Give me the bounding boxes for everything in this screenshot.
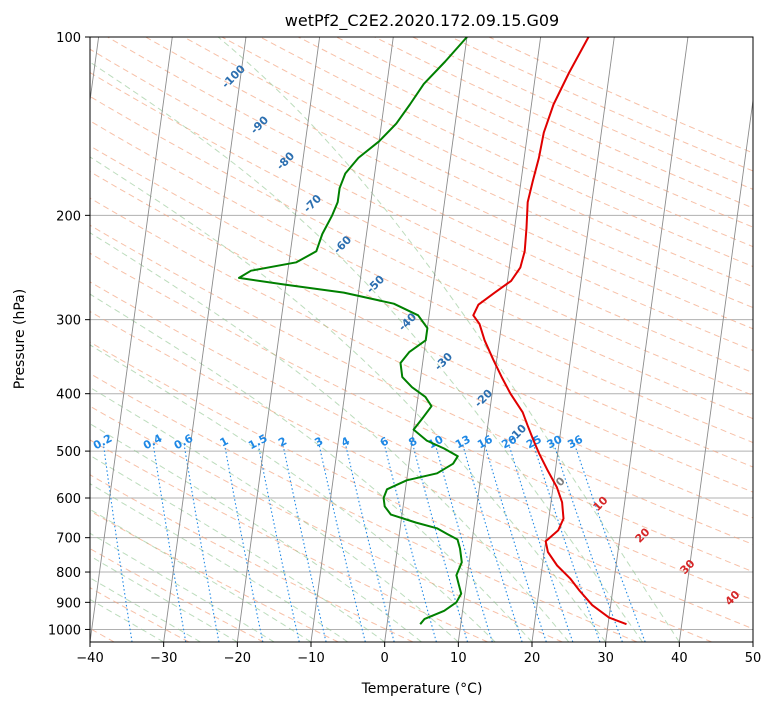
dry-adiabat-line xyxy=(90,310,753,630)
moist-adiabat-line xyxy=(90,483,349,642)
isotherm-line xyxy=(605,37,689,642)
moist-adiabat-line xyxy=(90,386,459,642)
mixing-ratio-label: 30 xyxy=(545,433,565,452)
y-tick-label: 200 xyxy=(56,209,81,224)
y-tick-label: 800 xyxy=(56,566,81,581)
dry-adiabat-line xyxy=(90,95,753,420)
mixing-ratio-label: 20 xyxy=(499,433,519,452)
dry-adiabat-line xyxy=(90,224,753,545)
moist-adiabat-line xyxy=(90,555,238,642)
x-tick-label: 30 xyxy=(597,651,614,666)
mixing-ratio-label: 13 xyxy=(453,433,473,452)
moist-adiabat-line xyxy=(217,37,680,642)
dry-adiabat-line xyxy=(90,281,753,601)
isotherm-line xyxy=(163,37,247,642)
moist-adiabat-line xyxy=(90,423,422,642)
mixing-ratio-label: 36 xyxy=(565,433,585,452)
dry-adiabat-line xyxy=(90,510,339,642)
mixing-ratio-line xyxy=(384,445,437,642)
x-tick-label: 40 xyxy=(671,651,688,666)
mixing-ratio-line xyxy=(533,445,601,642)
mixing-ratio-line xyxy=(103,445,133,642)
mixing-ratio-line xyxy=(462,445,523,642)
x-tick-label: 50 xyxy=(745,651,762,666)
mixing-ratio-line xyxy=(435,445,493,642)
dry-adiabat-line xyxy=(90,373,638,642)
mixing-ratio-line xyxy=(553,445,623,642)
x-tick-label: 0 xyxy=(381,651,389,666)
x-axis: −40 −30 −20 −10 0 10 20 30 40 50 xyxy=(76,642,761,666)
moist-adiabat-line xyxy=(90,293,533,642)
y-tick-label: 100 xyxy=(56,31,81,46)
y-tick-label: 400 xyxy=(56,388,81,403)
moist-adiabat-line xyxy=(90,61,643,642)
isotherm-line xyxy=(457,37,542,642)
dry-adiabat-line xyxy=(90,197,753,519)
y-tick-label: 500 xyxy=(56,445,81,460)
dry-adiabat-line xyxy=(107,37,753,352)
y-tick-label: 300 xyxy=(56,314,81,329)
mixing-ratio-line xyxy=(224,445,264,642)
y-axis: 100 200 300 400 500 600 700 800 900 1000 xyxy=(48,31,90,638)
isotherm-line xyxy=(310,37,394,642)
dry-adiabat-line xyxy=(90,405,563,642)
mixing-ratio-line xyxy=(183,445,220,642)
plot-frame xyxy=(89,36,754,643)
y-axis-label: Pressure (hPa) xyxy=(12,289,28,389)
moist-adiabat-line xyxy=(90,598,164,642)
isotherm-line xyxy=(236,37,321,642)
x-tick-label: −10 xyxy=(297,651,324,666)
sounding-profiles xyxy=(238,37,627,626)
chart-title: wetPf2_C2E2.2020.172.09.15.G09 xyxy=(285,11,559,31)
x-axis-label: Temperature (°C) xyxy=(361,681,483,697)
mixing-ratio-line xyxy=(152,445,187,642)
x-tick-label: −20 xyxy=(224,651,251,666)
mixing-ratio-line xyxy=(318,445,366,642)
temperature-profile-line xyxy=(472,37,627,626)
moist-adiabat-line xyxy=(90,344,496,642)
dewpoint-profile-line xyxy=(238,37,468,625)
moist-adiabat-line xyxy=(90,156,607,642)
dry-adiabat-line xyxy=(221,37,753,288)
dry-adiabat-line xyxy=(90,171,753,493)
y-tick-label: 900 xyxy=(56,596,81,611)
mixing-ratio-label: 16 xyxy=(475,433,495,452)
x-tick-label: −40 xyxy=(76,651,103,666)
isotherm-line xyxy=(90,37,173,642)
mixing-ratio-line xyxy=(282,445,327,642)
moist-adiabat-line xyxy=(90,232,570,642)
moist-adiabat-line xyxy=(90,454,385,642)
dry-adiabat-line xyxy=(90,439,488,642)
moist-adiabat-line xyxy=(90,577,201,642)
x-tick-label: 20 xyxy=(524,651,541,666)
isotherm-line xyxy=(678,97,753,642)
dry-adiabat-line xyxy=(145,37,753,330)
mixing-ratio-line xyxy=(574,445,646,642)
mixing-ratio-line xyxy=(412,445,469,642)
y-tick-label: 700 xyxy=(56,532,81,547)
dry-adiabat-line xyxy=(90,341,712,642)
x-tick-label: −30 xyxy=(150,651,177,666)
mixing-ratio-line xyxy=(484,445,547,642)
x-tick-label: 10 xyxy=(450,651,467,666)
y-tick-label: 1000 xyxy=(48,623,81,638)
dry-adiabat-line xyxy=(90,71,753,396)
moist-adiabats xyxy=(90,37,680,642)
y-tick-label: 600 xyxy=(56,492,81,507)
mixing-ratio-line xyxy=(257,445,300,642)
dry-adiabat-line xyxy=(90,548,264,642)
moist-adiabat-line xyxy=(90,532,275,642)
mixing-ratio-line xyxy=(508,445,574,642)
